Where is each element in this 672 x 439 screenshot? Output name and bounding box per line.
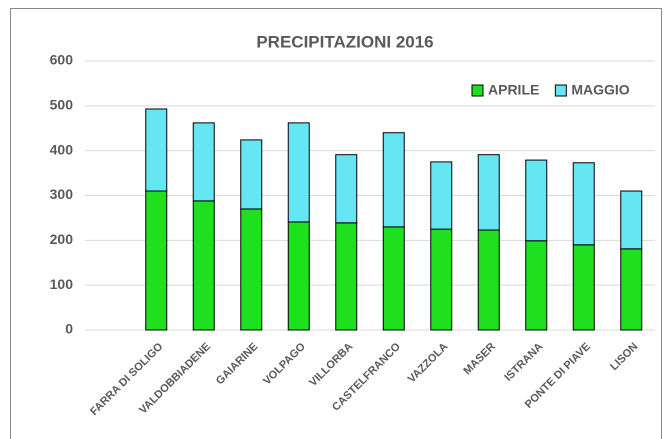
y-tick-label: 0 <box>65 321 73 337</box>
bar-segment <box>335 222 358 331</box>
y-tick-label: 100 <box>50 276 74 292</box>
chart-title: PRECIPITAZIONI 2016 <box>256 32 433 51</box>
bar-segment <box>430 228 453 331</box>
bar-segment <box>620 190 643 250</box>
bar-segment <box>525 240 548 331</box>
bar-segment <box>572 162 595 246</box>
legend-label: MAGGIO <box>571 82 629 98</box>
bar-segment <box>477 154 500 231</box>
legend-label: APRILE <box>488 82 539 98</box>
legend-swatch <box>471 84 484 97</box>
bar-segment <box>192 122 215 202</box>
y-tick-label: 200 <box>50 231 74 247</box>
legend-swatch <box>554 84 567 97</box>
bar-segment <box>145 190 168 331</box>
bar-segment <box>572 244 595 331</box>
bar-segment <box>477 229 500 331</box>
bar-segment <box>287 221 310 331</box>
bar-segment <box>287 122 310 223</box>
bar-segment <box>145 108 168 192</box>
y-tick-label: 300 <box>50 186 74 202</box>
bar-segment <box>382 226 405 331</box>
bar-segment <box>240 208 263 331</box>
bar-segment <box>192 200 215 331</box>
bar-segment <box>430 161 453 230</box>
y-tick-label: 500 <box>50 97 74 113</box>
bar-segment <box>240 139 263 210</box>
bar-segment <box>620 248 643 331</box>
bar-segment <box>382 132 405 228</box>
bar-segment <box>335 154 358 224</box>
bar-segment <box>525 159 548 242</box>
y-tick-label: 400 <box>50 141 74 157</box>
y-tick-label: 600 <box>50 52 74 68</box>
